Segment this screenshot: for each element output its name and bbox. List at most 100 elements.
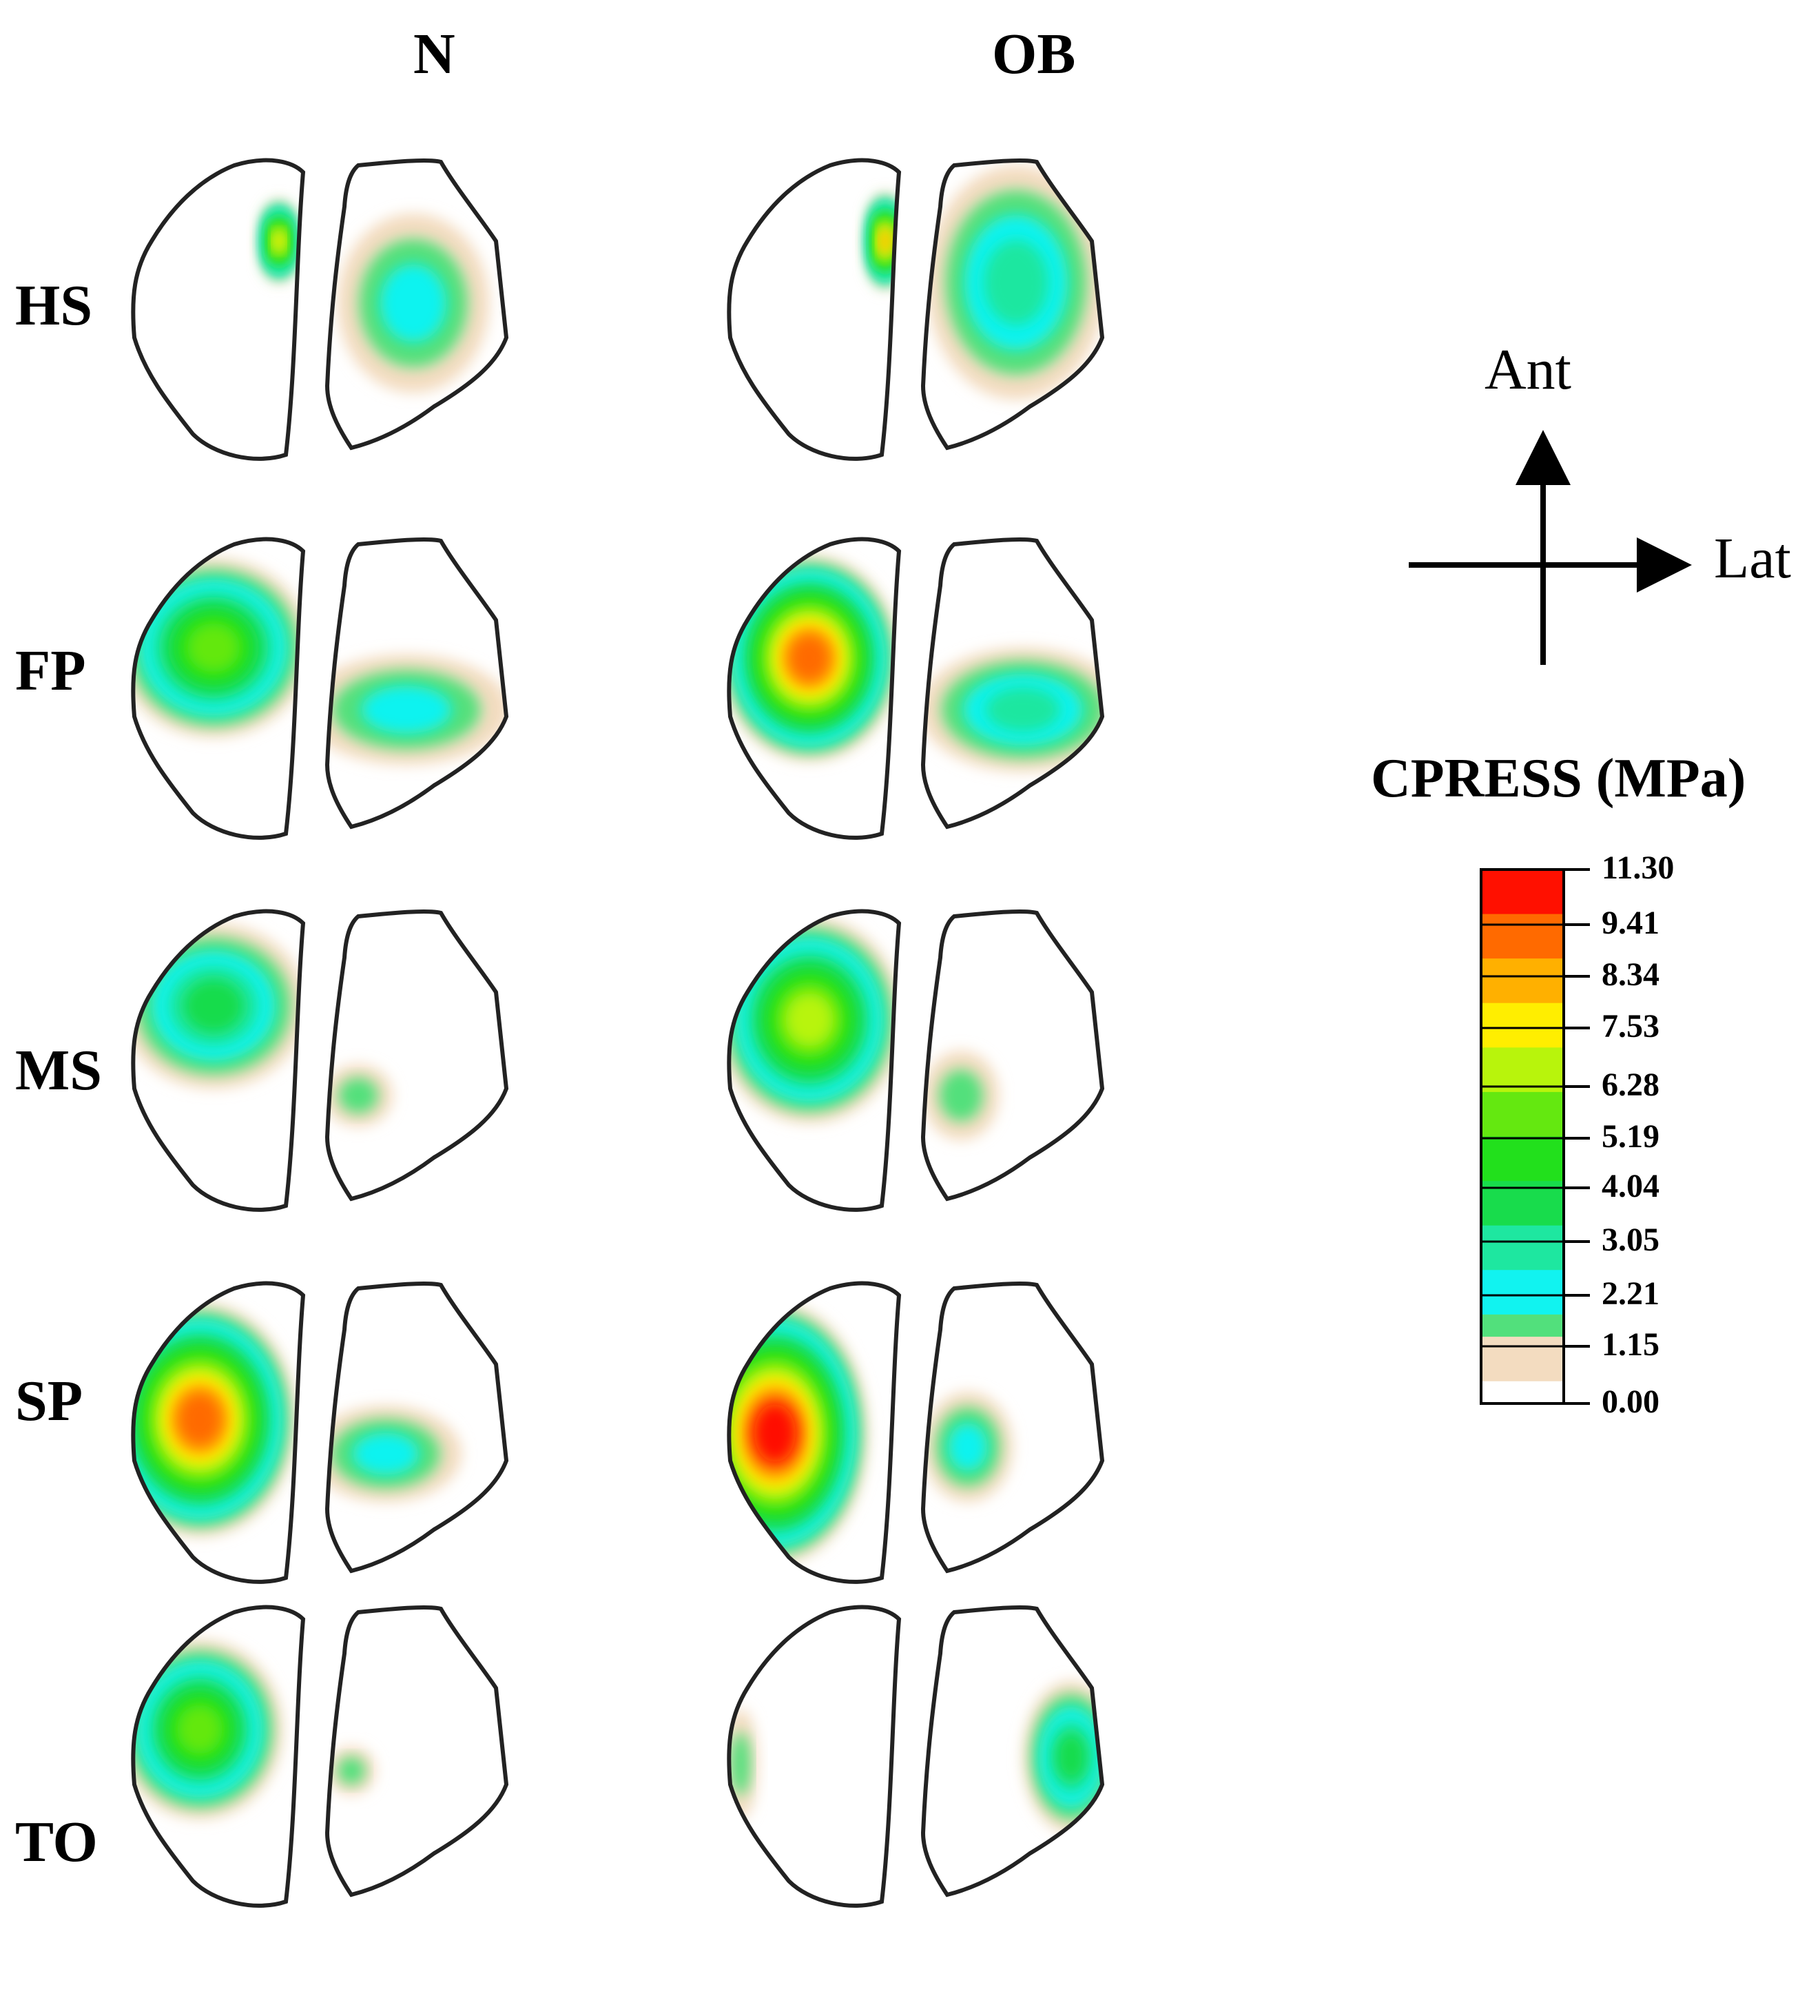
colorbar-band [1481,1337,1564,1360]
medial-contact-area [133,558,303,737]
colorbar-band [1481,1359,1564,1382]
lateral-contact-area [927,165,1102,400]
lateral-outline [920,537,1105,830]
anterior-label: Ant [1485,338,1571,402]
pressure-contour [730,1732,751,1796]
medial-contact-area [258,200,300,282]
lateral-contact-area [923,648,1102,772]
panel-hs-n [131,158,509,461]
pressure-contour [380,264,446,342]
colorbar-band [1481,1025,1564,1049]
lateral-contact-area [327,655,506,765]
medial-outline [727,537,902,840]
colorbar-tick-label: 3.05 [1602,1222,1659,1258]
medial-outline [727,909,902,1212]
panel-fp-ob [727,537,1105,840]
colorbar-band [1481,892,1564,915]
pressure-contour [353,1432,419,1475]
colorbar-tick-label: 6.28 [1602,1067,1659,1103]
colorbar-band [1481,1247,1564,1271]
colorbar-band [1481,1002,1564,1027]
panel-ms-n [131,909,509,1212]
colorbar-band [1481,1203,1564,1226]
pressure-contour [985,687,1061,732]
colorbar-band [1481,1158,1564,1182]
lateral-outline [324,158,509,451]
medial-outline [131,158,306,461]
lateral-contact-area [923,1392,1013,1502]
medial-contact-area [729,555,899,761]
lateral-outline [324,537,509,830]
medial-outline [727,158,902,461]
panel-to-ob [727,1605,1105,1908]
colorbar-band [1481,1069,1564,1093]
medial-contact-area [729,916,899,1123]
column-label-n: N [413,22,455,86]
pressure-contour [178,1392,222,1446]
medial-contact-area [133,1640,282,1819]
colorbar-tick-label: 1.15 [1602,1326,1659,1363]
colorbar-band [1481,980,1564,1004]
panel-ms-ob [727,909,1105,1212]
medial-outline [131,537,306,840]
colorbar-tick-label: 0.00 [1602,1384,1659,1420]
pressure-contour [337,1756,366,1785]
medial-outline [727,1605,902,1908]
lateral-outline [920,909,1105,1202]
colorbar-tick-label: 5.19 [1602,1118,1659,1155]
colorbar-band [1481,1225,1564,1248]
lateral-contact-area [923,1051,999,1140]
colorbar-band [1481,1091,1564,1115]
pressure-contour [338,1078,378,1113]
pressure-contour [1055,1732,1087,1782]
colorbar-band [1481,1314,1564,1338]
colorbar-tick-label: 2.21 [1602,1275,1659,1312]
colorbar-band [1481,1136,1564,1160]
medial-contact-area [133,923,303,1089]
orientation-indicator [1409,430,1692,665]
pressure-contour [789,634,830,682]
lateral-outline [324,1605,509,1897]
panel-hs-ob [727,158,1105,461]
colorbar-frame [1480,868,1565,1405]
column-label-ob: OB [992,22,1076,86]
lateral-outline [324,909,509,1202]
lateral-contact-area [327,1406,462,1502]
row-label-hs: HS [15,274,93,338]
lateral-contact-area [1023,1681,1102,1833]
lateral-label: Lat [1714,526,1791,590]
pressure-contour [880,229,891,253]
colorbar-band [1481,870,1564,893]
colorbar-band [1481,1114,1564,1138]
lateral-outline [920,1605,1105,1897]
medial-outline [727,1281,902,1584]
pressure-contour [177,1705,223,1754]
pressure-contour [187,623,240,672]
colorbar-tick-label: 7.53 [1602,1008,1659,1045]
row-label-sp: SP [15,1369,83,1433]
colorbar-tick-label: 8.34 [1602,956,1659,993]
panel-to-n [131,1605,509,1908]
colorbar-band [1481,1181,1564,1204]
pressure-contour [983,240,1049,325]
lateral-contact-area [327,1747,375,1795]
colorbar-tick-label: 4.04 [1602,1168,1659,1204]
lateral-contact-area [327,1064,393,1127]
row-label-fp: FP [15,639,86,703]
panel-fp-n [131,537,509,840]
medial-outline [131,1281,306,1584]
colorbar-band [1481,1047,1564,1071]
lateral-outline [324,1281,509,1574]
medial-contact-area [865,193,899,289]
pressure-contour [273,231,285,251]
panel-sp-ob [727,1281,1105,1584]
colorbar-band [1481,1270,1564,1293]
lateral-contact-area [338,214,489,393]
lateral-outline [920,1281,1105,1574]
colorbar-title: CPRESS (MPa) [1371,748,1746,809]
medial-outline [131,1605,306,1908]
medial-outline [131,909,306,1212]
medial-contact-area [729,1302,868,1564]
colorbar [1480,868,1590,1405]
